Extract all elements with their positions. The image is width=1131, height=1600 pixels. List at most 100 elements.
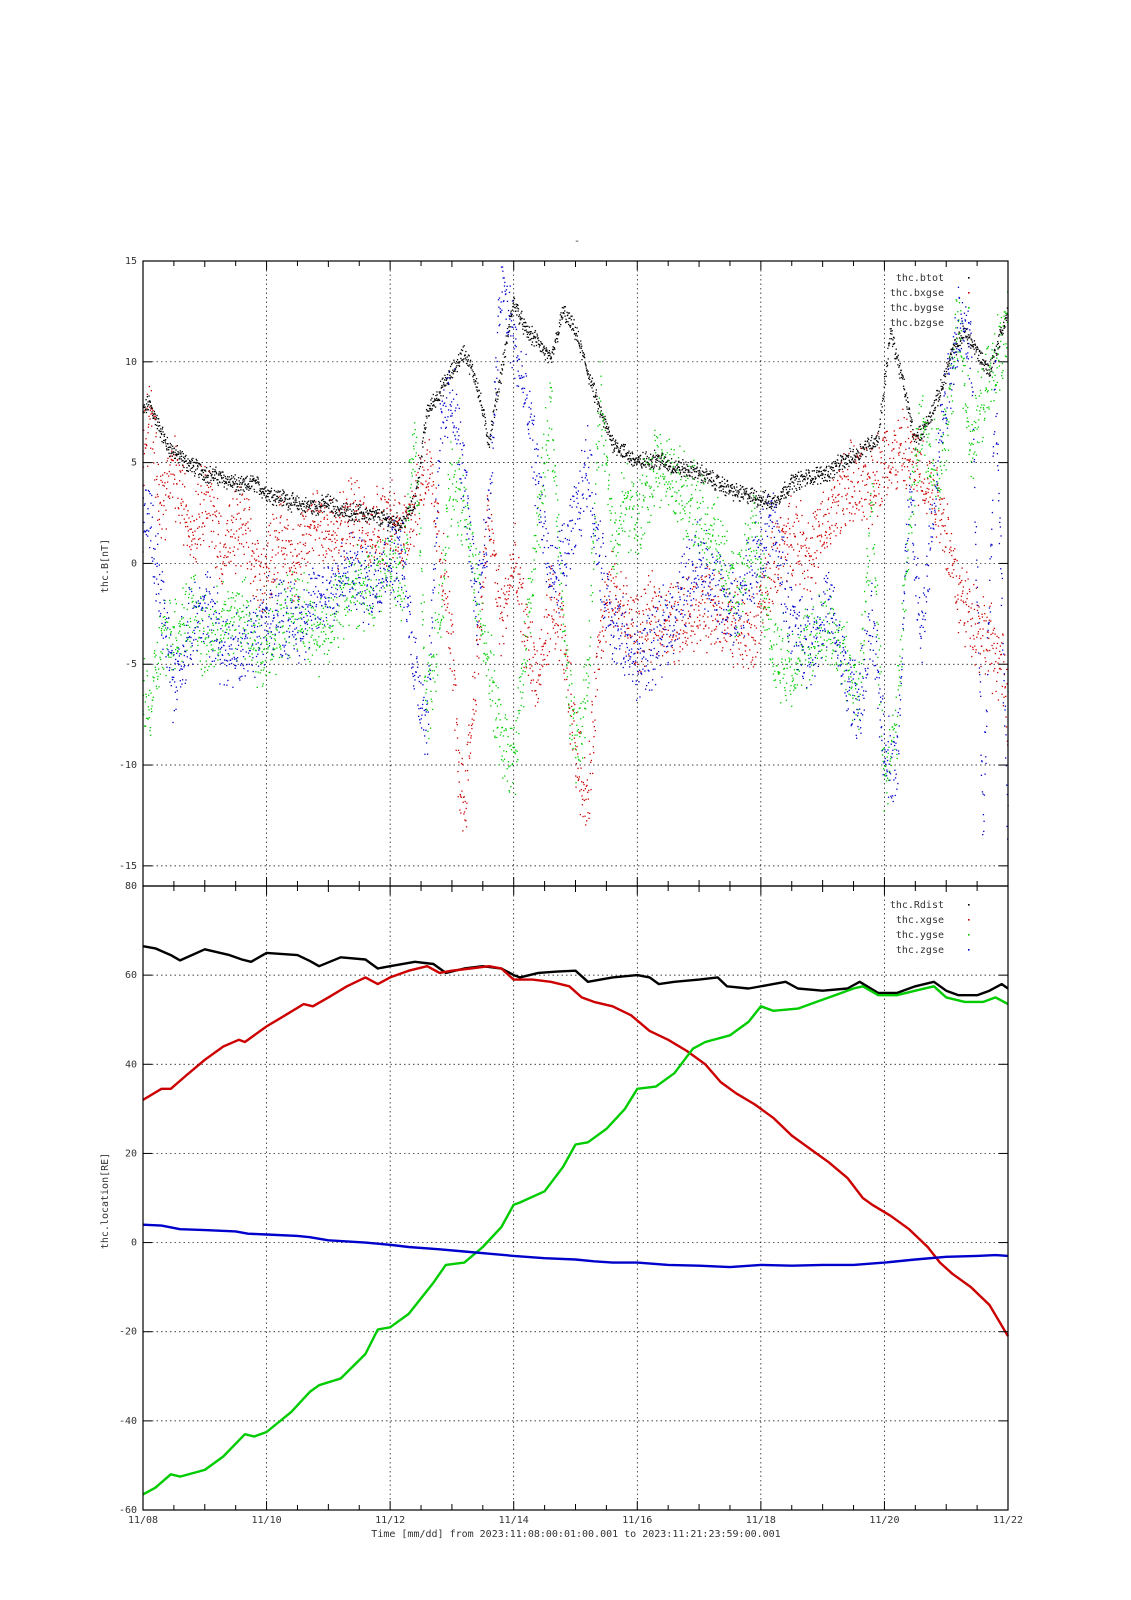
data-point bbox=[782, 527, 784, 530]
data-point bbox=[545, 350, 547, 352]
data-point bbox=[648, 463, 651, 465]
data-point bbox=[708, 574, 710, 576]
data-point bbox=[180, 452, 182, 454]
data-point bbox=[604, 581, 606, 583]
data-point bbox=[995, 352, 997, 354]
data-point bbox=[502, 635, 504, 638]
data-point bbox=[155, 496, 157, 498]
data-point bbox=[266, 500, 268, 502]
data-point bbox=[592, 383, 594, 386]
data-point bbox=[262, 487, 264, 490]
data-point bbox=[655, 465, 658, 467]
data-point bbox=[290, 540, 292, 542]
data-point bbox=[688, 475, 691, 477]
data-point bbox=[176, 453, 178, 456]
data-point bbox=[826, 537, 828, 539]
data-point bbox=[635, 457, 637, 459]
data-point bbox=[335, 520, 338, 522]
data-point bbox=[559, 616, 561, 618]
data-point bbox=[453, 674, 455, 676]
data-point bbox=[871, 448, 873, 451]
data-point bbox=[731, 487, 733, 490]
data-point bbox=[890, 472, 892, 474]
data-point bbox=[312, 520, 314, 522]
data-point bbox=[960, 335, 962, 337]
data-point bbox=[511, 315, 513, 318]
data-point bbox=[612, 451, 614, 454]
data-point bbox=[969, 344, 972, 346]
data-point bbox=[316, 530, 318, 532]
data-point bbox=[472, 374, 475, 376]
data-point bbox=[522, 634, 524, 636]
data-point bbox=[261, 488, 263, 490]
data-point bbox=[875, 436, 877, 438]
data-point bbox=[272, 578, 274, 580]
data-point bbox=[296, 562, 299, 564]
data-point bbox=[395, 549, 397, 551]
data-point bbox=[843, 475, 845, 477]
data-point bbox=[738, 500, 741, 502]
data-point bbox=[203, 493, 205, 495]
data-point bbox=[394, 499, 396, 501]
data-point bbox=[662, 627, 664, 630]
data-point bbox=[628, 450, 630, 452]
data-point bbox=[754, 625, 756, 627]
data-point bbox=[418, 476, 421, 479]
data-point bbox=[319, 502, 321, 504]
data-point bbox=[829, 467, 831, 469]
data-point bbox=[168, 470, 170, 473]
data-point bbox=[847, 454, 850, 457]
data-point bbox=[366, 510, 369, 512]
data-point bbox=[209, 485, 212, 488]
data-point bbox=[661, 655, 664, 657]
data-point bbox=[772, 602, 774, 605]
data-point bbox=[180, 504, 182, 507]
data-point bbox=[518, 314, 521, 316]
data-point bbox=[723, 478, 726, 481]
data-point bbox=[304, 511, 307, 514]
data-point bbox=[789, 565, 792, 567]
data-point bbox=[457, 749, 460, 752]
data-point bbox=[260, 599, 262, 601]
data-point bbox=[850, 441, 852, 444]
data-point bbox=[386, 517, 388, 519]
data-point bbox=[497, 381, 500, 383]
data-point bbox=[795, 513, 797, 515]
data-point bbox=[700, 576, 702, 578]
data-point bbox=[649, 459, 651, 461]
data-point bbox=[766, 503, 768, 505]
data-point bbox=[495, 553, 497, 555]
data-point bbox=[890, 328, 892, 330]
data-point bbox=[256, 481, 259, 483]
data-point bbox=[346, 503, 349, 505]
data-point bbox=[400, 552, 402, 554]
data-point bbox=[848, 452, 850, 455]
data-point bbox=[640, 595, 642, 598]
data-point bbox=[447, 603, 449, 605]
data-point bbox=[224, 534, 227, 536]
data-point bbox=[275, 530, 277, 532]
data-point bbox=[747, 667, 750, 670]
data-point bbox=[169, 497, 171, 500]
data-point bbox=[896, 487, 898, 489]
data-point bbox=[731, 620, 733, 623]
data-point bbox=[560, 609, 562, 611]
data-point bbox=[584, 361, 586, 363]
data-point bbox=[940, 385, 942, 388]
data-point bbox=[635, 464, 638, 466]
data-point bbox=[921, 481, 923, 483]
data-point bbox=[306, 505, 308, 508]
data-point bbox=[470, 367, 472, 369]
data-point bbox=[263, 488, 265, 491]
data-point bbox=[327, 493, 329, 496]
data-point bbox=[795, 487, 797, 490]
data-point bbox=[927, 415, 930, 417]
data-point bbox=[618, 449, 620, 451]
data-point bbox=[409, 543, 412, 545]
data-point bbox=[708, 480, 710, 482]
data-point bbox=[997, 348, 999, 350]
data-point bbox=[842, 457, 844, 460]
data-point bbox=[406, 547, 408, 549]
data-point bbox=[324, 502, 327, 504]
data-point bbox=[701, 578, 703, 581]
